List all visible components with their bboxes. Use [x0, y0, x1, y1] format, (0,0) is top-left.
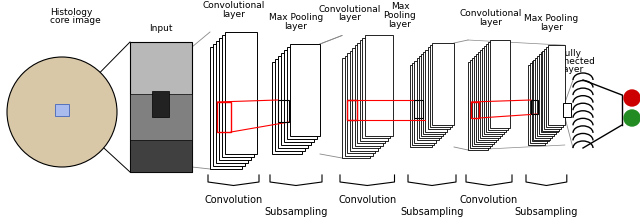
Bar	[217, 102, 231, 132]
Text: layer: layer	[479, 18, 502, 27]
Text: Max Pooling: Max Pooling	[269, 13, 323, 22]
Text: Convolutional: Convolutional	[460, 9, 522, 18]
Text: Fully: Fully	[561, 49, 582, 58]
Bar	[130, 42, 192, 172]
Bar	[474, 56, 494, 144]
Text: Convolution: Convolution	[204, 195, 262, 205]
Text: Input: Input	[149, 24, 173, 33]
Bar	[484, 46, 504, 134]
Bar	[432, 43, 454, 125]
Bar	[548, 45, 564, 125]
Bar	[225, 32, 257, 154]
Bar	[470, 60, 490, 148]
Bar	[541, 52, 557, 132]
Bar	[152, 91, 169, 117]
Bar	[357, 43, 385, 143]
Text: layer: layer	[222, 10, 245, 19]
Bar	[365, 36, 392, 135]
Text: Subsampling: Subsampling	[400, 207, 464, 217]
Text: layer: layer	[540, 23, 563, 32]
Bar	[528, 65, 545, 145]
Bar	[482, 48, 502, 136]
Bar	[55, 104, 69, 116]
Bar	[546, 47, 563, 127]
Circle shape	[624, 90, 640, 106]
Text: Layer: Layer	[558, 65, 584, 74]
Text: Convolution: Convolution	[460, 195, 518, 205]
Bar	[532, 61, 548, 141]
Bar	[423, 52, 445, 134]
Bar	[362, 38, 390, 138]
Bar	[488, 42, 508, 130]
Bar	[533, 59, 550, 140]
Bar	[421, 54, 443, 136]
Bar	[213, 44, 245, 166]
Text: layer: layer	[285, 22, 307, 31]
Text: Subsampling: Subsampling	[264, 207, 328, 217]
Bar	[480, 50, 500, 138]
Bar	[360, 40, 387, 141]
Bar	[486, 44, 506, 132]
Text: Convolution: Convolution	[338, 195, 396, 205]
Bar	[543, 51, 559, 131]
Bar	[539, 54, 556, 134]
Bar	[471, 102, 479, 118]
Bar	[222, 35, 254, 157]
Circle shape	[624, 110, 640, 126]
Bar	[130, 139, 192, 172]
Text: Histology: Histology	[50, 8, 92, 17]
Bar	[278, 100, 289, 122]
Bar	[287, 47, 317, 139]
Text: Convolutional: Convolutional	[202, 1, 265, 10]
Bar	[216, 41, 248, 163]
Text: Subsampling: Subsampling	[515, 207, 578, 217]
Bar	[349, 50, 378, 151]
Bar	[355, 46, 383, 145]
Text: Max: Max	[390, 2, 410, 11]
Bar	[426, 50, 447, 132]
Text: core image: core image	[50, 16, 100, 25]
Bar	[531, 100, 538, 114]
Bar	[478, 52, 498, 140]
Bar	[347, 53, 375, 153]
Text: Connected: Connected	[547, 57, 595, 66]
Bar	[210, 47, 242, 169]
Bar	[347, 100, 357, 120]
Bar	[352, 48, 380, 148]
Bar	[414, 100, 423, 118]
Bar	[419, 56, 441, 138]
Bar	[490, 40, 510, 128]
Bar	[272, 62, 302, 154]
Text: layer: layer	[388, 20, 412, 29]
Bar	[430, 45, 452, 127]
Bar	[417, 58, 438, 140]
Text: Convolutional: Convolutional	[318, 4, 380, 14]
Bar	[535, 58, 552, 138]
Bar	[284, 50, 314, 142]
Circle shape	[7, 57, 117, 167]
Text: layer: layer	[338, 14, 361, 22]
Text: Max Pooling: Max Pooling	[524, 14, 579, 23]
Bar	[219, 38, 251, 160]
Bar	[342, 58, 370, 158]
Bar	[530, 63, 547, 143]
Bar	[563, 103, 571, 117]
Bar	[410, 65, 432, 147]
Text: Pooling: Pooling	[383, 11, 417, 20]
Bar	[130, 94, 192, 146]
Bar	[275, 59, 305, 151]
Bar	[468, 62, 488, 150]
Bar	[544, 49, 561, 129]
Bar	[415, 61, 436, 143]
Bar	[290, 44, 320, 136]
Bar	[281, 53, 311, 145]
Bar	[476, 54, 496, 142]
Bar	[412, 63, 434, 145]
Bar	[347, 100, 357, 120]
Bar	[428, 48, 450, 129]
Bar	[278, 56, 308, 148]
Bar	[537, 56, 554, 136]
Bar	[472, 58, 492, 146]
Bar	[344, 56, 372, 155]
